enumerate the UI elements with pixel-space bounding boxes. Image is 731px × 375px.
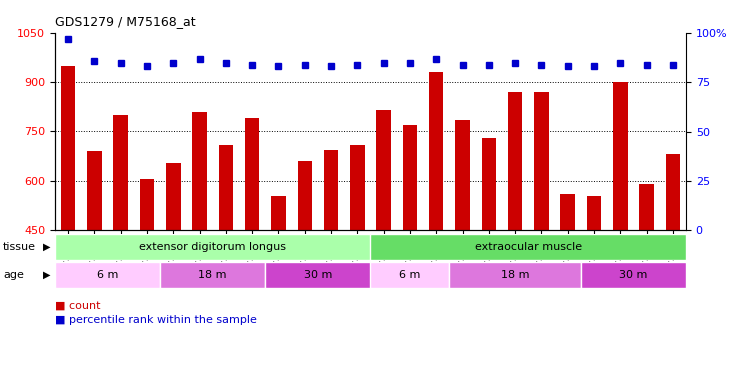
Text: 6 m: 6 m <box>97 270 118 280</box>
Bar <box>55 234 371 260</box>
Bar <box>192 112 207 230</box>
Bar <box>455 120 470 230</box>
Text: 30 m: 30 m <box>303 270 332 280</box>
Text: ▶: ▶ <box>43 242 50 252</box>
Text: 30 m: 30 m <box>619 270 648 280</box>
Bar <box>166 163 181 230</box>
Bar <box>613 82 627 230</box>
Text: 18 m: 18 m <box>199 270 227 280</box>
Text: ■ count: ■ count <box>55 301 100 310</box>
Bar <box>371 234 686 260</box>
Bar <box>403 125 417 230</box>
Bar <box>265 262 371 288</box>
Bar <box>245 118 260 230</box>
Text: ■ percentile rank within the sample: ■ percentile rank within the sample <box>55 315 257 325</box>
Text: 6 m: 6 m <box>399 270 420 280</box>
Text: 18 m: 18 m <box>501 270 529 280</box>
Text: extensor digitorum longus: extensor digitorum longus <box>139 242 287 252</box>
Bar <box>587 195 601 230</box>
Bar <box>113 115 128 230</box>
Bar <box>271 195 286 230</box>
Bar <box>534 92 549 230</box>
Text: extraocular muscle: extraocular muscle <box>474 242 582 252</box>
Bar <box>450 262 581 288</box>
Text: age: age <box>3 270 24 280</box>
Bar <box>140 179 154 230</box>
Text: GDS1279 / M75168_at: GDS1279 / M75168_at <box>55 15 196 28</box>
Bar <box>350 145 365 230</box>
Bar <box>324 150 338 230</box>
Bar <box>561 194 575 230</box>
Bar <box>429 72 444 230</box>
Bar <box>219 145 233 230</box>
Bar <box>581 262 686 288</box>
Bar <box>666 154 680 230</box>
Bar <box>61 66 75 230</box>
Text: ▶: ▶ <box>43 270 50 280</box>
Bar <box>376 110 391 230</box>
Bar <box>87 151 102 230</box>
Text: tissue: tissue <box>3 242 36 252</box>
Bar <box>640 184 654 230</box>
Bar <box>55 262 160 288</box>
Bar <box>482 138 496 230</box>
Bar <box>160 262 265 288</box>
Bar <box>298 161 312 230</box>
Bar <box>508 92 523 230</box>
Bar <box>371 262 450 288</box>
